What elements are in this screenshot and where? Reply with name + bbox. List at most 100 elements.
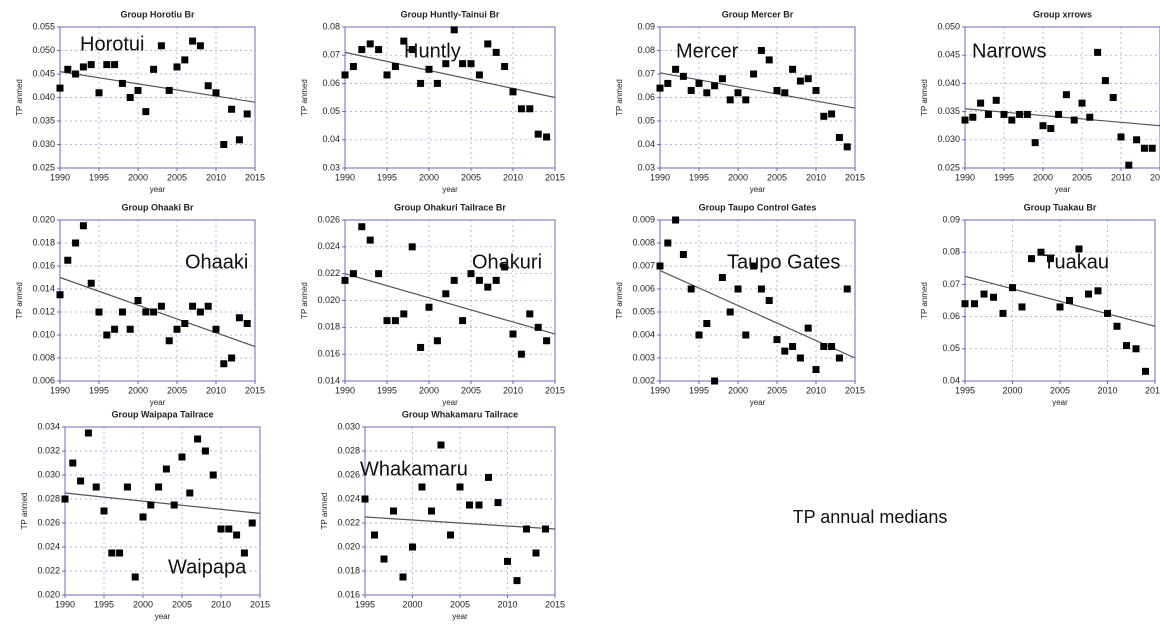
x-axis-label: year	[750, 185, 766, 194]
x-axis-label: year	[1055, 185, 1071, 194]
y-tick-label: 0.055	[32, 21, 55, 31]
x-tick-label: 2005	[450, 599, 470, 609]
annotation: Huntly	[404, 40, 461, 62]
x-tick-label: 2010	[1097, 385, 1117, 395]
data-point	[84, 429, 92, 437]
annotation: Ohaaki	[185, 251, 248, 273]
data-point	[961, 300, 969, 308]
data-point	[526, 105, 534, 113]
x-tick-label: 1990	[650, 385, 670, 395]
y-tick-label: 0.008	[632, 237, 655, 247]
data-point	[383, 317, 391, 325]
data-point	[1085, 290, 1092, 298]
y-tick-label: 0.020	[337, 541, 360, 551]
data-point	[450, 26, 458, 34]
x-tick-label: 2015	[545, 172, 565, 182]
data-point	[484, 283, 492, 291]
data-point	[789, 343, 797, 350]
data-point	[523, 525, 530, 533]
data-point	[1086, 113, 1094, 121]
data-point	[796, 77, 804, 85]
y-tick-label: 0.09	[942, 214, 960, 224]
data-point	[734, 285, 742, 293]
data-point	[542, 525, 549, 533]
data-point	[504, 557, 511, 565]
data-point	[391, 62, 399, 70]
data-point	[361, 495, 369, 503]
plot-border	[964, 26, 1160, 169]
data-point	[189, 37, 197, 45]
chart-title: Group Horotiu Br	[121, 9, 195, 19]
chart-panel: 0.002 0.003 0.004 0.005 0.006 0.007 0.008 0.009…	[615, 202, 865, 407]
data-point	[1056, 303, 1064, 311]
annotation: Waipapa	[168, 556, 247, 578]
data-point	[1094, 287, 1102, 295]
x-axis-label: year	[155, 612, 171, 621]
plot-area	[65, 427, 260, 595]
y-tick-label: 0.022	[317, 268, 340, 278]
x-tick-label: 2010	[211, 599, 231, 609]
data-point	[711, 377, 719, 385]
data-point	[142, 108, 150, 116]
chart-panel: 0.014 0.016 0.018 0.020 0.022 0.024 0.026 1990 1…	[300, 202, 565, 407]
data-point	[118, 79, 126, 87]
data-point	[1047, 125, 1055, 133]
data-point	[990, 293, 997, 301]
data-point	[687, 86, 695, 94]
data-point	[509, 88, 517, 96]
data-point	[1016, 110, 1024, 118]
data-point	[400, 310, 408, 318]
data-point	[417, 79, 425, 87]
data-point	[433, 337, 441, 345]
x-tick-label: 2015	[845, 385, 865, 395]
data-point	[103, 331, 111, 339]
data-point	[812, 86, 820, 94]
chart-panel: 0.03 0.04 0.05 0.06 0.07 0.08 0.09 1990 1995 2000…	[615, 9, 865, 194]
data-point	[157, 42, 165, 50]
x-tick-label: 2000	[128, 385, 148, 395]
annotation: Whakamaru	[360, 458, 468, 480]
x-tick-label: 1995	[89, 385, 109, 395]
data-point	[532, 549, 540, 557]
y-tick-label: 0.040	[32, 92, 55, 102]
data-point	[437, 441, 445, 449]
data-point	[366, 40, 374, 48]
data-point	[820, 112, 828, 120]
data-point	[1101, 77, 1109, 85]
data-point	[126, 94, 134, 101]
y-tick-label: 0.05	[637, 115, 655, 125]
data-point	[757, 47, 765, 54]
y-tick-label: 0.050	[937, 21, 960, 31]
data-point	[1023, 110, 1031, 118]
data-point	[409, 543, 416, 551]
chart-title: Group Ohaaki Br	[121, 202, 194, 212]
data-point	[971, 300, 978, 308]
y-tick-label: 0.026	[337, 469, 360, 479]
data-point	[750, 70, 758, 78]
data-point	[456, 483, 464, 491]
data-point	[679, 251, 687, 258]
data-point	[517, 350, 525, 358]
data-point	[194, 435, 202, 443]
data-point	[248, 519, 256, 527]
plot-border	[659, 26, 856, 169]
data-point	[150, 65, 158, 73]
chart-panel: 0.006 0.008 0.010 0.012 0.014 0.016 0.018 0.020…	[15, 202, 265, 407]
data-point	[459, 60, 467, 68]
data-point	[656, 262, 664, 270]
data-point	[773, 336, 781, 344]
y-axis-label: TP anmed	[920, 79, 929, 116]
data-point	[380, 555, 388, 563]
y-tick-label: 0.034	[37, 421, 60, 431]
data-point	[209, 471, 217, 479]
data-point	[969, 113, 977, 121]
data-point	[526, 310, 534, 318]
x-tick-label: 2015	[250, 599, 270, 609]
data-point	[181, 56, 189, 64]
x-tick-label: 2000	[728, 172, 748, 182]
data-point	[1140, 144, 1148, 152]
x-tick-label: 1990	[955, 172, 975, 182]
x-tick-label: 2010	[1111, 172, 1131, 182]
plot-border	[659, 219, 856, 382]
data-point	[95, 308, 103, 316]
